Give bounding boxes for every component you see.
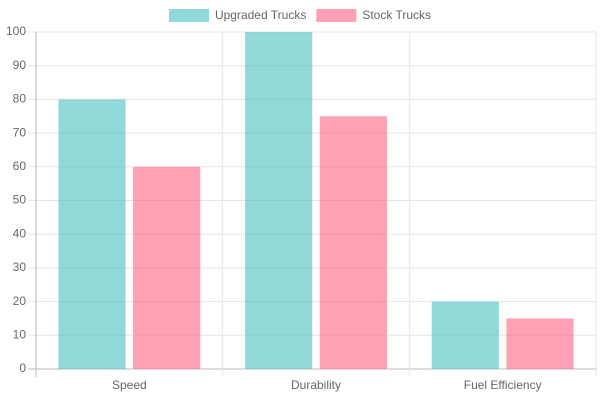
legend-swatch[interactable] xyxy=(316,9,357,22)
legend-label[interactable]: Stock Trucks xyxy=(362,8,431,22)
y-tick-label: 20 xyxy=(13,294,27,308)
x-tick-label: Speed xyxy=(112,378,147,392)
y-tick-label: 30 xyxy=(13,260,27,274)
bar xyxy=(58,99,126,370)
y-tick-label: 0 xyxy=(19,361,26,375)
y-tick-label: 60 xyxy=(13,159,27,173)
y-tick-label: 70 xyxy=(13,125,27,139)
bar xyxy=(506,318,574,369)
legend-label[interactable]: Upgraded Trucks xyxy=(215,8,306,22)
y-tick-label: 50 xyxy=(13,193,27,207)
bar xyxy=(431,301,499,369)
bar xyxy=(133,166,201,369)
y-tick-label: 80 xyxy=(13,92,27,106)
bar xyxy=(319,116,387,369)
y-tick-label: 90 xyxy=(13,58,27,72)
legend-swatch[interactable] xyxy=(168,9,209,22)
y-tick-label: 100 xyxy=(6,24,26,38)
y-tick-label: 10 xyxy=(13,327,27,341)
x-tick-label: Fuel Efficiency xyxy=(464,378,542,392)
x-tick-label: Durability xyxy=(291,378,341,392)
y-tick-label: 40 xyxy=(13,226,27,240)
bar xyxy=(245,32,313,369)
